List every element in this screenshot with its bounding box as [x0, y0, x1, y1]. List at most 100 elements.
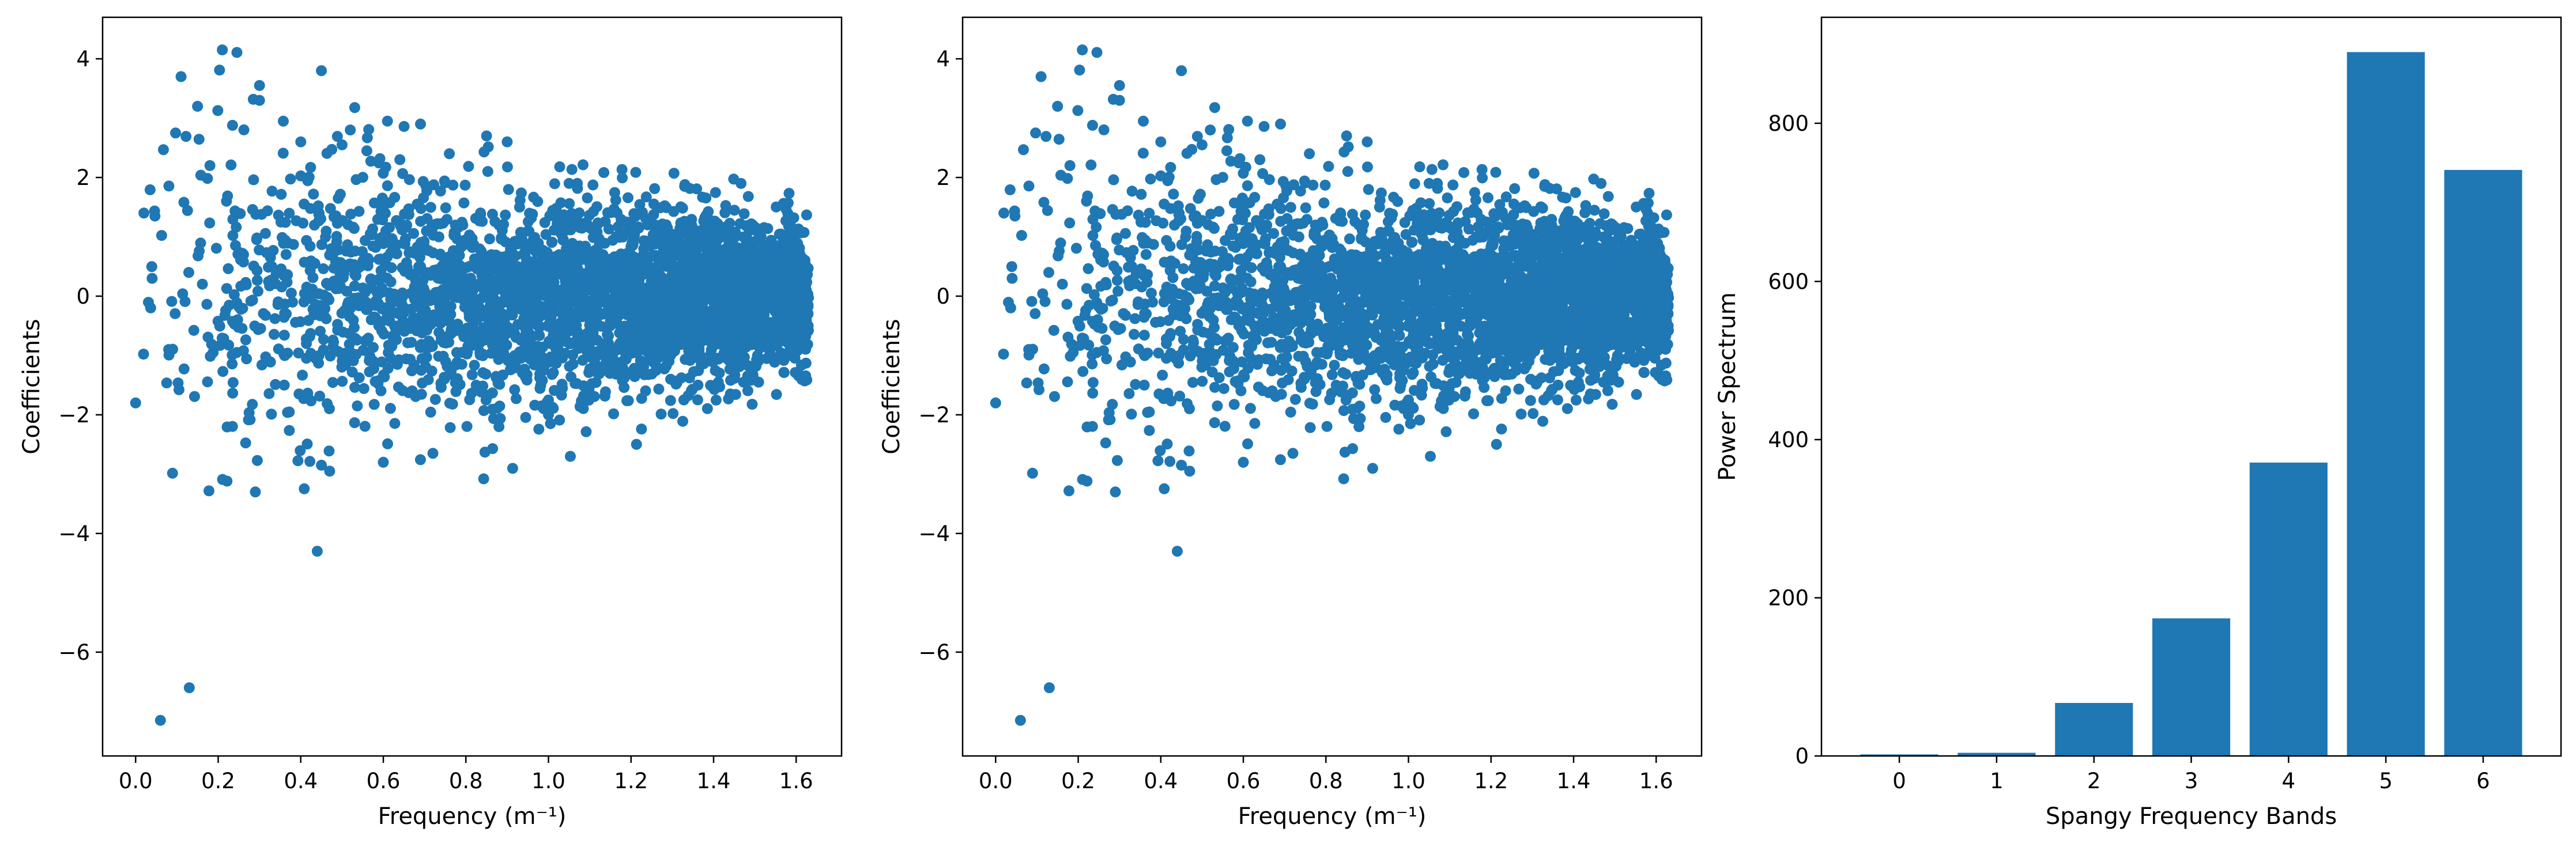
scatter-point	[792, 334, 804, 346]
scatter-point	[798, 313, 810, 325]
scatter-point	[138, 207, 150, 219]
scatter-point	[631, 438, 642, 450]
scatter-point	[439, 175, 450, 187]
scatter-point	[204, 217, 216, 229]
scatter-point	[724, 332, 736, 343]
scatter-point	[558, 287, 569, 298]
scatter-point	[349, 381, 360, 393]
scatter-point	[251, 232, 263, 244]
scatter-point	[318, 263, 329, 274]
scatter-point	[327, 341, 339, 352]
scatter-point	[350, 174, 362, 186]
scatter-point	[384, 222, 395, 233]
scatter-point	[307, 289, 318, 300]
scatter-point	[335, 258, 346, 269]
scatter-point	[731, 316, 742, 328]
scatter-point	[1360, 209, 1371, 221]
scatter-point	[1115, 323, 1126, 334]
scatter-point	[655, 409, 667, 420]
scatter-point	[278, 330, 290, 341]
scatter-point	[1048, 324, 1059, 336]
scatter-point	[582, 192, 593, 203]
scatter-point	[1491, 438, 1502, 450]
scatter-point	[484, 309, 496, 320]
scatter-point	[560, 275, 571, 287]
y-tick-label: −6	[58, 640, 90, 665]
scatter-point	[266, 186, 278, 197]
scatter-point	[301, 438, 313, 450]
scatter-point	[1043, 267, 1054, 278]
scatter-point	[1083, 263, 1094, 274]
scatter-point	[408, 312, 420, 323]
scatter-point	[692, 394, 703, 406]
scatter-point	[416, 339, 427, 350]
scatter-point	[463, 161, 474, 172]
scatter-point	[403, 174, 415, 186]
scatter-point	[488, 288, 499, 299]
scatter-point	[644, 252, 655, 263]
x-tick-label: 0.6	[367, 769, 401, 793]
scatter-point	[507, 463, 518, 474]
scatter-point	[376, 356, 387, 368]
scatter-point	[224, 300, 235, 311]
scatter-point	[474, 349, 486, 361]
x-tick-label: 1.0	[531, 769, 565, 793]
scatter-point	[444, 148, 455, 160]
scatter-point	[618, 382, 630, 393]
scatter-point	[399, 209, 410, 220]
scatter-point	[731, 230, 742, 241]
scatter-point	[333, 283, 345, 294]
scatter-point	[364, 228, 376, 240]
scatter-point	[507, 258, 518, 269]
scatter-point	[471, 335, 482, 347]
scatter-point	[678, 394, 689, 406]
scatter-point	[543, 321, 555, 332]
scatter-point	[322, 398, 333, 410]
scatter-point	[653, 383, 665, 395]
scatter-point	[266, 261, 278, 272]
scatter-point	[630, 167, 642, 178]
scatter-point	[562, 245, 574, 257]
scatter-point	[297, 369, 308, 381]
scatter-point	[572, 343, 584, 354]
scatter-point	[759, 249, 770, 261]
scatter-point	[178, 196, 190, 208]
scatter-point	[610, 307, 622, 317]
scatter-point	[336, 139, 348, 150]
scatter-point	[170, 127, 182, 139]
scatter-point	[418, 192, 429, 203]
scatter-point	[169, 308, 181, 319]
scatter-point	[528, 191, 540, 203]
scatter-point	[284, 425, 295, 436]
scatter-point	[221, 195, 232, 207]
scatter-point	[470, 281, 482, 292]
scatter-point	[315, 213, 326, 225]
scatter-point	[149, 210, 161, 222]
scatter-point	[270, 379, 281, 390]
scatter-point	[380, 207, 391, 219]
scatter-point	[154, 714, 166, 726]
scatter-point	[540, 270, 552, 282]
scatter-point	[644, 335, 655, 347]
scatter-point	[692, 379, 704, 391]
scatter-point	[1038, 196, 1050, 208]
scatter-point	[251, 275, 263, 286]
scatter-point	[205, 350, 216, 362]
scatter-point	[567, 358, 579, 370]
scatter-point	[363, 124, 375, 135]
scatter-point	[518, 313, 530, 324]
scatter-point	[710, 187, 721, 198]
scatter-point	[188, 324, 199, 336]
scatter-point	[773, 258, 785, 269]
scatter-point	[690, 225, 701, 236]
x-tick-label: 0.8	[449, 769, 483, 793]
scatter-point	[183, 682, 195, 694]
scatter-point	[580, 426, 592, 437]
scatter-point	[580, 295, 592, 307]
scatter-point	[193, 134, 205, 145]
scatter-point	[349, 102, 360, 114]
scatter-point	[373, 274, 384, 285]
scatter-point	[364, 366, 375, 377]
scatter-point	[1357, 308, 1368, 320]
scatter-point	[469, 360, 480, 371]
